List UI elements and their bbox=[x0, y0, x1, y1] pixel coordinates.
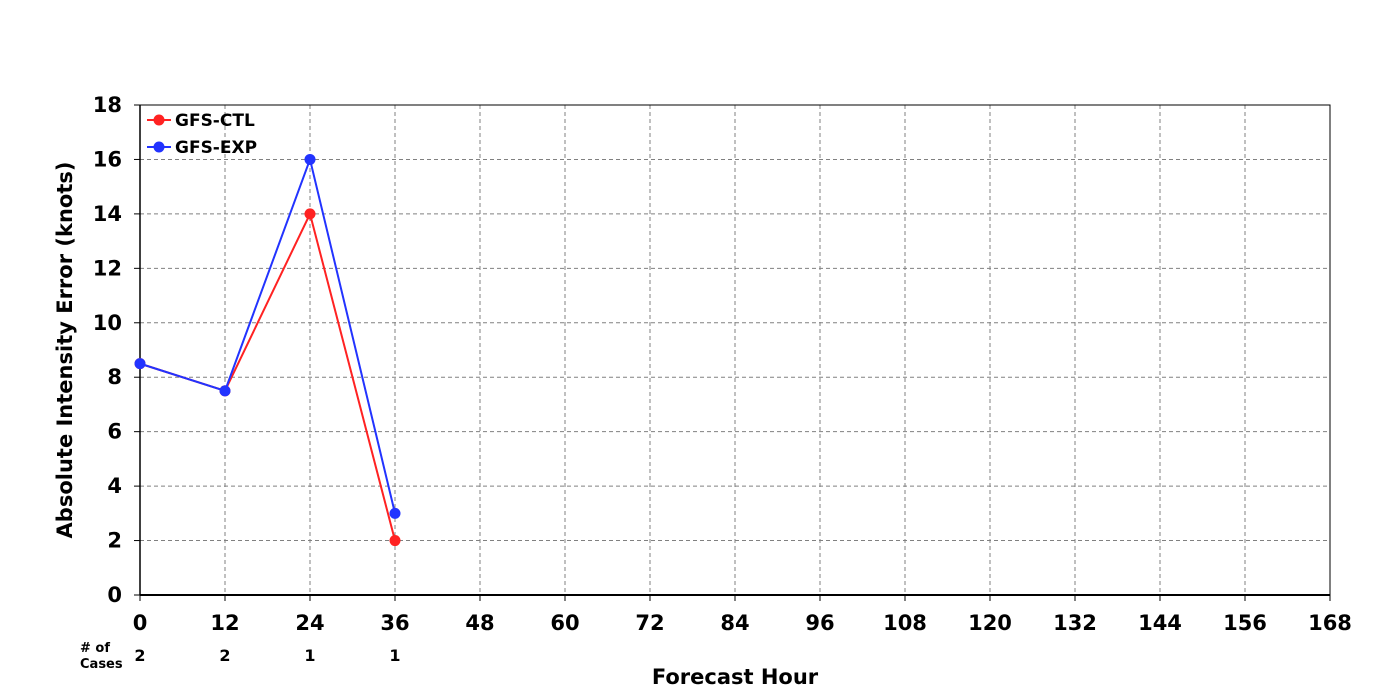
y-tick-label: 14 bbox=[93, 202, 122, 226]
cases-count: 1 bbox=[304, 646, 315, 665]
x-tick-label: 120 bbox=[968, 611, 1012, 635]
series-layer bbox=[134, 153, 401, 547]
x-tick-label: 96 bbox=[805, 611, 834, 635]
cases-label-line-1: # of bbox=[80, 641, 110, 656]
data-point bbox=[219, 385, 231, 397]
x-tick-label: 60 bbox=[550, 611, 579, 635]
cases-label-line-2: Cases bbox=[80, 657, 123, 672]
y-tick-label: 8 bbox=[107, 365, 122, 389]
data-point bbox=[389, 507, 401, 519]
legend-item: GFS-EXP bbox=[147, 138, 257, 158]
y-tick-label: 2 bbox=[107, 529, 122, 553]
legend: GFS-CTL GFS-EXP bbox=[147, 111, 257, 158]
x-tick-labels: 0 12 24 36 48 60 72 84 96 108 120 132 144 156 168 bbox=[133, 595, 1352, 635]
x-tick-label: 72 bbox=[635, 611, 664, 635]
y-tick-label: 4 bbox=[107, 474, 122, 498]
cases-label: # of Cases bbox=[80, 641, 123, 672]
cases-count: 2 bbox=[134, 646, 145, 665]
y-tick-label: 6 bbox=[107, 420, 122, 444]
data-point bbox=[389, 535, 401, 547]
legend-swatch-marker bbox=[153, 141, 165, 153]
series-gfs-exp bbox=[134, 153, 401, 519]
y-tick-label: 16 bbox=[93, 147, 122, 171]
legend-label: GFS-CTL bbox=[175, 111, 255, 131]
legend-label: GFS-EXP bbox=[175, 138, 257, 158]
x-tick-label: 84 bbox=[720, 611, 749, 635]
y-tick-label: 12 bbox=[93, 256, 122, 280]
x-tick-label: 12 bbox=[210, 611, 239, 635]
legend-item: GFS-CTL bbox=[147, 111, 255, 131]
y-axis-title: Absolute Intensity Error (knots) bbox=[53, 162, 77, 539]
x-tick-label: 0 bbox=[133, 611, 148, 635]
x-tick-label: 156 bbox=[1223, 611, 1267, 635]
grid-lines bbox=[140, 105, 1330, 595]
y-tick-labels: 0 2 4 6 8 10 12 14 16 18 bbox=[93, 93, 140, 607]
series-line bbox=[139, 155, 396, 514]
y-tick-label: 0 bbox=[107, 583, 122, 607]
legend-swatch-marker bbox=[153, 114, 165, 126]
x-tick-label: 36 bbox=[380, 611, 409, 635]
y-tick-label: 18 bbox=[93, 93, 122, 117]
x-tick-label: 144 bbox=[1138, 611, 1182, 635]
x-tick-label: 24 bbox=[295, 611, 324, 635]
data-point bbox=[304, 208, 316, 220]
y-tick-label: 10 bbox=[93, 311, 122, 335]
x-tick-label: 108 bbox=[883, 611, 927, 635]
cases-row: # of Cases 2 2 1 1 bbox=[80, 641, 401, 672]
x-tick-label: 48 bbox=[465, 611, 494, 635]
data-point bbox=[134, 358, 146, 370]
cases-count: 1 bbox=[389, 646, 400, 665]
x-tick-label: 132 bbox=[1053, 611, 1097, 635]
x-axis-title: Forecast Hour bbox=[652, 665, 819, 689]
x-tick-label: 168 bbox=[1308, 611, 1352, 635]
cases-count: 2 bbox=[219, 646, 230, 665]
data-point bbox=[304, 153, 316, 165]
